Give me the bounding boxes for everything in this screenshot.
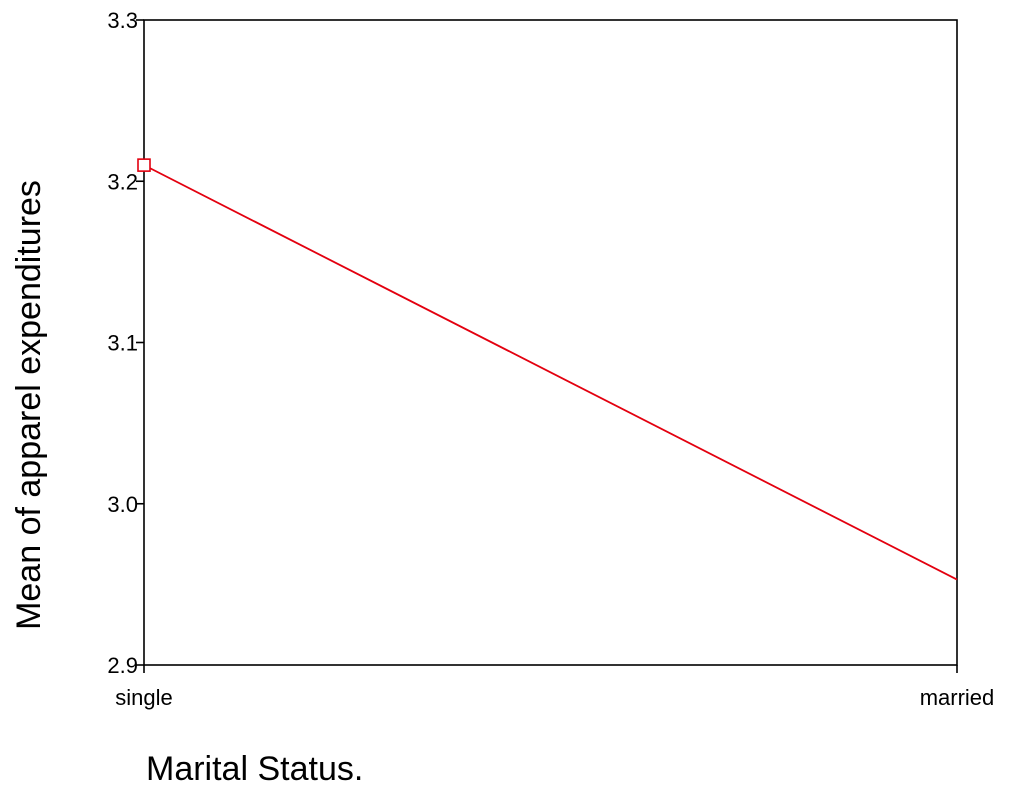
y-axis-title: Mean of apparel expenditures: [10, 180, 48, 630]
y-tick-label: 3.0: [107, 492, 138, 517]
y-tick-label: 3.3: [107, 8, 138, 33]
y-tick-label: 3.1: [107, 331, 138, 356]
y-tick-label: 3.2: [107, 169, 138, 194]
x-tick-label: single: [115, 685, 172, 710]
x-axis-ticks: single married: [115, 665, 994, 710]
plot-frame: [143, 19, 958, 666]
data-point-marker: [137, 158, 151, 172]
y-axis-ticks: 2.9 3.0 3.1 3.2 3.3: [107, 8, 144, 678]
series-layer: [137, 158, 958, 581]
x-axis-title: Marital Status.: [146, 750, 363, 788]
x-tick-label: married: [920, 685, 995, 710]
y-tick-label: 2.9: [107, 653, 138, 678]
series-line: [143, 164, 958, 581]
